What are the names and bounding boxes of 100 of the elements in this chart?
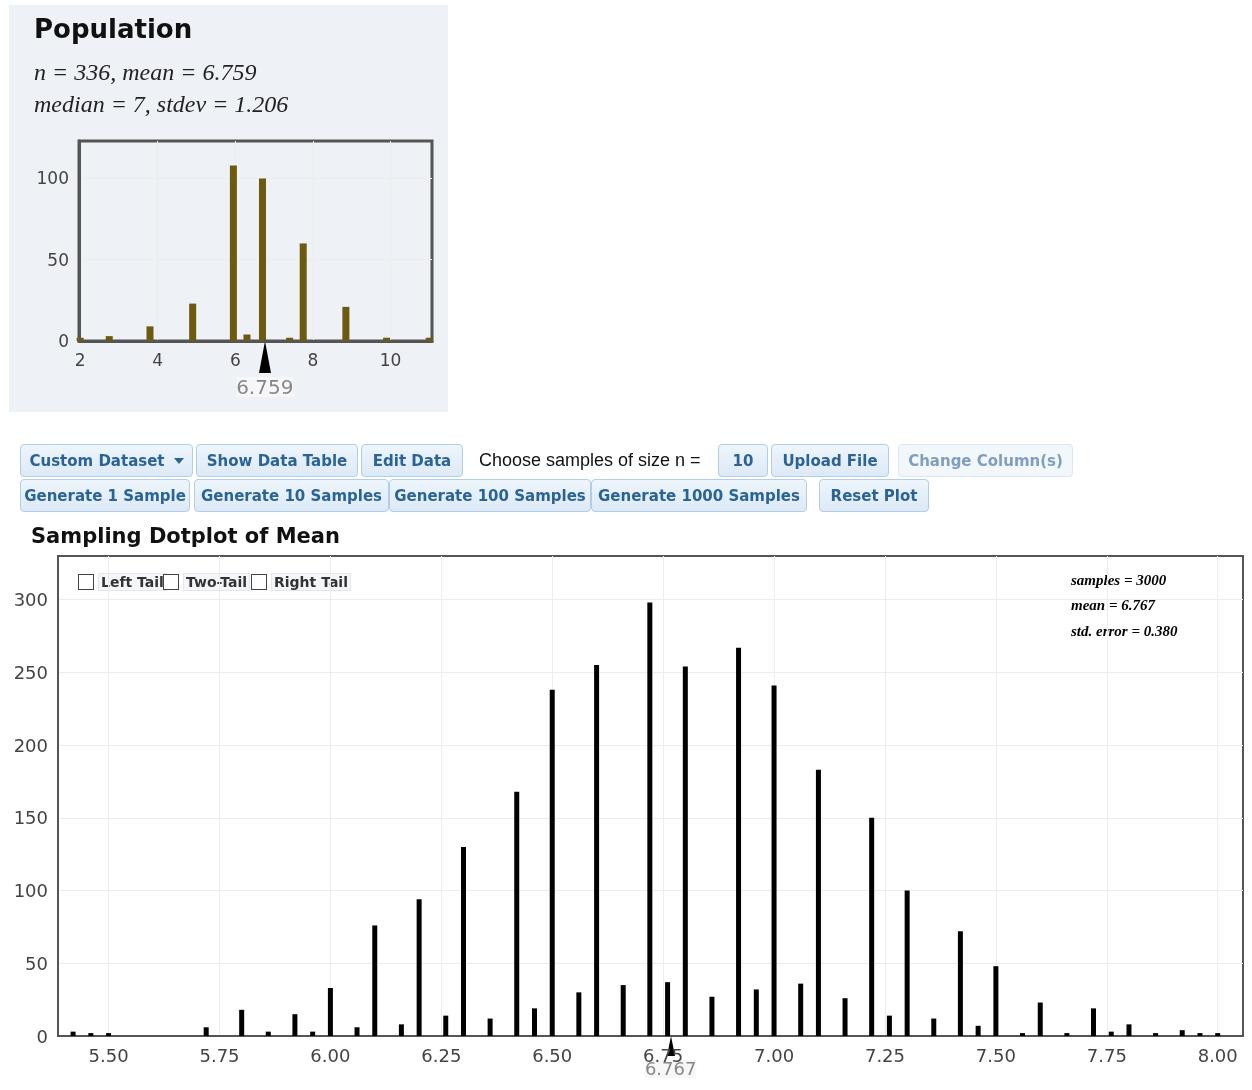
bar: [1126, 1024, 1132, 1036]
bar: [1090, 1008, 1096, 1036]
bar: [904, 890, 910, 1036]
x-tick-label: 7.00: [754, 1044, 795, 1066]
y-tick-label: 250: [13, 661, 48, 683]
text: Generate 100 Samples: [394, 486, 586, 505]
bar: [106, 1033, 112, 1036]
x-tick-label: 2: [74, 349, 86, 370]
annotation: mean = 6.767: [1071, 597, 1156, 613]
bar: [815, 769, 821, 1036]
bar: [842, 998, 848, 1036]
bar: [514, 791, 520, 1036]
bar: [709, 996, 715, 1036]
bar: [105, 336, 113, 341]
x-tick-label: 6.25: [421, 1044, 462, 1066]
bar: [975, 1025, 981, 1036]
y-tick-label: 0: [58, 331, 69, 351]
annotation: samples = 3000: [1070, 571, 1167, 588]
bar: [76, 337, 84, 341]
bar: [931, 1018, 937, 1036]
x-tick-label: 10: [379, 349, 402, 370]
annotation: std. error = 0.380: [1070, 622, 1178, 639]
x-tick-label: 6.50: [532, 1044, 573, 1066]
bar: [398, 1024, 404, 1036]
bar: [189, 303, 197, 341]
text: Reset Plot: [830, 486, 918, 505]
y-tick-label: 100: [36, 168, 69, 189]
chart-subtitle: n = 336, mean = 6.759 median = 7, stdev = 1.206: [34, 59, 289, 117]
bar: [549, 689, 555, 1036]
x-tick-label: 5.50: [88, 1044, 129, 1066]
bar: [1215, 1033, 1221, 1036]
bar: [771, 685, 777, 1036]
y-tick-label: 50: [47, 249, 69, 270]
bar: [354, 1027, 360, 1036]
bar: [798, 983, 804, 1036]
bar: [753, 989, 759, 1036]
bar: [299, 243, 307, 341]
chart-title: Population: [34, 14, 193, 44]
bar: [1197, 1033, 1203, 1036]
text: Show Data Table: [206, 451, 348, 470]
text: Edit Data: [372, 451, 452, 470]
x-tick-label: 6.00: [310, 1044, 351, 1066]
y-tick-label: 100: [13, 880, 48, 902]
bar: [594, 665, 600, 1036]
bar: [146, 326, 154, 341]
y-tick-label: 200: [13, 734, 48, 756]
bar: [886, 1015, 892, 1036]
y-tick-label: 300: [13, 589, 48, 611]
bar: [1108, 1031, 1114, 1036]
annotation: Right Tail: [271, 573, 351, 591]
x-tick-label: 4: [152, 349, 164, 370]
y-tick-label: 50: [25, 952, 48, 974]
annotation: Left Tail: [98, 573, 167, 591]
bar: [292, 1014, 298, 1036]
x-tick-label: 8: [307, 349, 319, 370]
text: Change Column(s): [908, 451, 1063, 470]
bar: [736, 647, 742, 1036]
text: Generate 1000 Samples: [598, 486, 800, 505]
bar: [682, 666, 688, 1036]
bar: [310, 1031, 316, 1036]
x-tick-label: 6: [229, 349, 241, 370]
text: Generate 10 Samples: [200, 486, 383, 505]
bar: [416, 899, 422, 1036]
bar: [229, 165, 237, 341]
bar: [203, 1027, 209, 1036]
bar: [372, 925, 378, 1036]
bar: [576, 992, 582, 1036]
bar: [286, 337, 294, 341]
text: Choose samples of size n =: [479, 450, 701, 471]
bar: [265, 1031, 271, 1036]
bar: [243, 334, 251, 341]
bar: [993, 966, 999, 1036]
x-tick-label: 7.75: [1086, 1044, 1127, 1066]
chart-title: Sampling Dotplot of Mean: [31, 523, 340, 548]
bar: [620, 985, 626, 1036]
bar: [461, 846, 466, 1036]
bar: [327, 988, 333, 1036]
annotation: 6.759: [236, 375, 294, 399]
x-tick-label: 7.50: [975, 1044, 1016, 1066]
y-tick-label: 0: [36, 1025, 48, 1047]
text: Custom Dataset: [29, 451, 165, 470]
text: Generate 1 Sample: [24, 486, 186, 505]
x-tick-label: 5.75: [199, 1044, 240, 1066]
bar: [531, 1008, 537, 1036]
bar: [425, 337, 433, 341]
x-tick-label: 7.25: [864, 1044, 906, 1066]
bar: [1153, 1033, 1159, 1036]
bar: [1179, 1030, 1185, 1036]
bar: [1064, 1033, 1070, 1036]
text: Upload File: [782, 451, 878, 470]
bar: [70, 1031, 76, 1036]
bar: [1020, 1033, 1025, 1036]
text: 10: [732, 451, 754, 470]
bar: [342, 306, 350, 341]
annotation: Two-Tail: [183, 573, 251, 591]
bar: [1037, 1002, 1043, 1036]
bar: [443, 1015, 449, 1036]
bar: [88, 1033, 94, 1036]
y-tick-label: 150: [13, 807, 48, 829]
bar: [647, 602, 653, 1036]
